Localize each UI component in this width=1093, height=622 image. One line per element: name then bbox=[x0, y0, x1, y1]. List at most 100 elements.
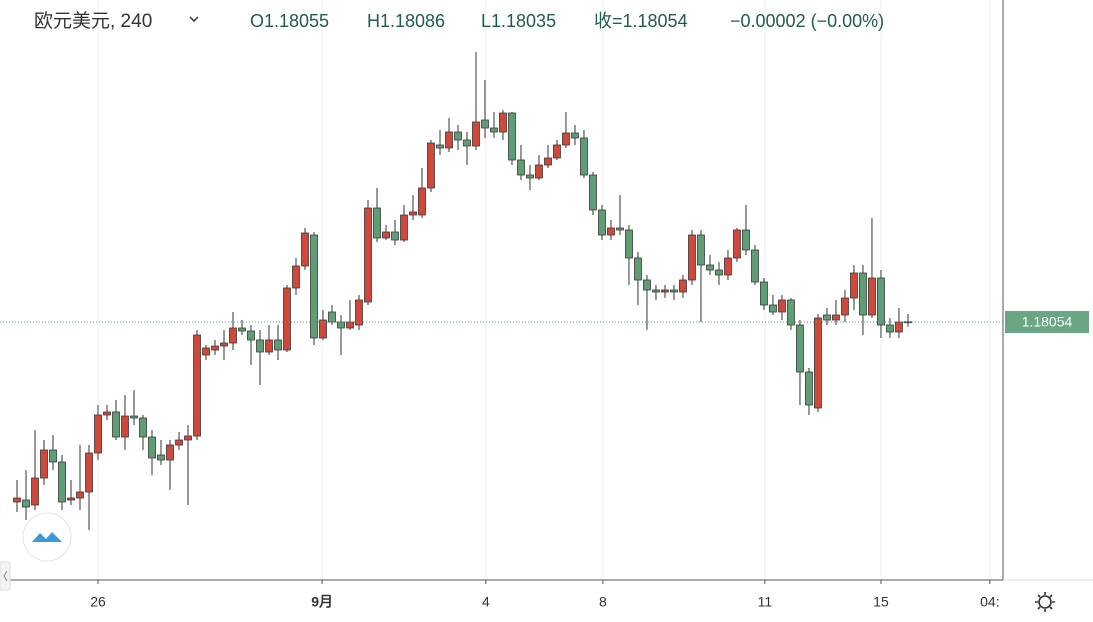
candle-body bbox=[598, 209, 606, 236]
logo[interactable] bbox=[22, 512, 72, 562]
candle-body bbox=[850, 272, 858, 299]
candle-body bbox=[355, 299, 363, 326]
logo-mark bbox=[32, 532, 62, 542]
candle-body bbox=[886, 324, 894, 333]
x-tick-label: 8 bbox=[599, 594, 607, 610]
candle-body bbox=[787, 299, 795, 326]
candle-body bbox=[310, 234, 318, 339]
candle-body bbox=[769, 304, 777, 313]
settings-icon[interactable] bbox=[1035, 592, 1055, 612]
candle-body bbox=[400, 214, 408, 241]
candle-body bbox=[328, 311, 336, 323]
candle-body bbox=[742, 229, 750, 251]
x-tick-label: 4 bbox=[482, 594, 490, 610]
symbol[interactable]: 欧元美元, 240 bbox=[34, 10, 152, 32]
candle-body bbox=[643, 279, 651, 291]
quote: O1.18055 H1.18086 L1.18035 收=1.18054 −0.… bbox=[250, 11, 884, 31]
candle-body bbox=[814, 317, 822, 409]
candle-body bbox=[652, 289, 660, 293]
candle-body bbox=[553, 144, 561, 159]
candle-body bbox=[823, 314, 831, 321]
quote-change: −0.00002 (−0.00%) bbox=[730, 11, 884, 31]
candle-body bbox=[337, 321, 345, 329]
candle-body bbox=[733, 229, 741, 259]
candle-body bbox=[535, 164, 543, 179]
quote-high: H1.18086 bbox=[367, 11, 445, 31]
candle-body bbox=[238, 327, 246, 332]
candle-body bbox=[121, 415, 129, 438]
candle-body bbox=[670, 289, 678, 293]
candle-body bbox=[868, 277, 876, 316]
candle-body bbox=[418, 187, 426, 216]
candle-body bbox=[319, 319, 327, 339]
candle-body bbox=[13, 497, 21, 503]
candle-body bbox=[571, 132, 579, 139]
candle-body bbox=[616, 227, 624, 231]
candle-body bbox=[562, 132, 570, 146]
candle-body bbox=[157, 454, 165, 461]
candle-body bbox=[166, 444, 174, 461]
candle-body bbox=[22, 499, 30, 508]
candle-body bbox=[778, 299, 786, 313]
candle-body bbox=[580, 137, 588, 176]
gear-ring bbox=[1038, 595, 1052, 609]
candle-body bbox=[724, 257, 732, 276]
candle-body bbox=[499, 112, 507, 133]
candle-body bbox=[40, 449, 48, 479]
candle-body bbox=[544, 157, 552, 166]
candle-body bbox=[49, 449, 57, 463]
candle-body bbox=[760, 281, 768, 306]
x-tick-label: 11 bbox=[758, 594, 773, 610]
candle-body bbox=[634, 257, 642, 281]
candle-body bbox=[58, 461, 66, 503]
candle-body bbox=[85, 452, 93, 493]
candle-body bbox=[148, 436, 156, 459]
candle-body bbox=[472, 121, 480, 147]
candle-body bbox=[751, 249, 759, 283]
candle-body bbox=[463, 139, 471, 147]
candle-body bbox=[229, 327, 237, 344]
candle-body bbox=[193, 334, 201, 437]
candle-body bbox=[94, 414, 102, 454]
candle-body bbox=[139, 417, 147, 438]
candles bbox=[13, 52, 912, 530]
x-tick-label: 04: bbox=[980, 594, 999, 610]
side-tab-arrow bbox=[3, 570, 8, 582]
candle-body bbox=[103, 411, 111, 416]
candle-body bbox=[265, 339, 273, 353]
candle-body bbox=[427, 142, 435, 189]
candle-body bbox=[859, 272, 867, 316]
candle-body bbox=[877, 277, 885, 326]
candle-body bbox=[373, 207, 381, 239]
candle-body bbox=[805, 371, 813, 406]
candle-body bbox=[454, 131, 462, 141]
candle-body bbox=[364, 207, 372, 303]
candle-body bbox=[436, 144, 444, 149]
candle-body bbox=[31, 477, 39, 506]
candle-body bbox=[715, 269, 723, 276]
candle-body bbox=[481, 119, 489, 129]
candle-body bbox=[301, 232, 309, 267]
candle-body bbox=[841, 297, 849, 316]
candle-body bbox=[247, 330, 255, 341]
quote-low: L1.18035 bbox=[481, 11, 556, 31]
quote-close: 收=1.18054 bbox=[594, 11, 688, 31]
x-tick-label: 15 bbox=[873, 594, 889, 610]
candle-body bbox=[283, 287, 291, 351]
candle-body bbox=[202, 347, 210, 356]
gear-teeth bbox=[1035, 592, 1055, 612]
side-tab[interactable] bbox=[0, 561, 11, 591]
candle-body bbox=[904, 321, 912, 324]
price-tag-label: 1.18054 bbox=[1022, 314, 1073, 330]
symbol-chevron[interactable] bbox=[189, 16, 199, 23]
candle-body bbox=[292, 265, 300, 289]
candle-body bbox=[346, 321, 354, 329]
candle-body bbox=[220, 342, 228, 347]
quote-open: O1.18055 bbox=[250, 11, 329, 31]
candle-body bbox=[409, 211, 417, 216]
candle-body bbox=[688, 234, 696, 281]
candle-body bbox=[832, 314, 840, 321]
candle-body bbox=[517, 159, 525, 176]
